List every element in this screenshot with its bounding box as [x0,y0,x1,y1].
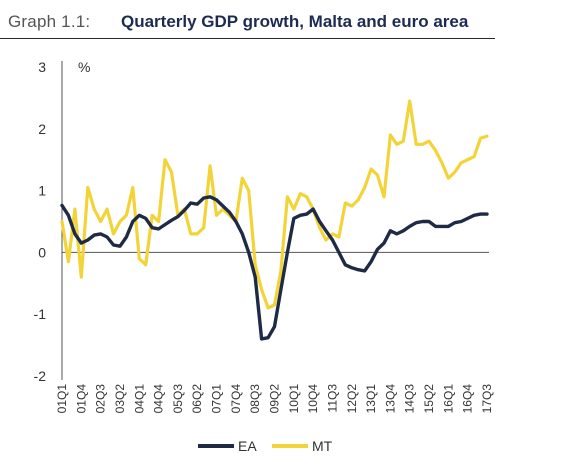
y-tick-label: 2 [38,121,46,137]
x-tick-label: 17Q3 [480,384,494,414]
x-tick-label: 07Q1 [210,384,224,414]
legend: EA MT [198,438,333,454]
x-tick-label: 13Q1 [364,384,378,414]
x-tick-label: 10Q4 [306,384,320,414]
series-line-ea [60,195,489,341]
legend-label-ea: EA [238,438,257,454]
x-tick-label: 02Q3 [94,384,108,414]
chart-header: Graph 1.1: Quarterly GDP growth, Malta a… [0,0,564,40]
x-tick-label: 14Q3 [403,384,417,414]
x-tick-label: 15Q2 [422,384,436,414]
x-tick-label: 13Q4 [383,384,397,414]
y-tick-label: -1 [34,306,47,322]
x-tick-label: 01Q4 [74,384,88,414]
x-tick-label: 07Q4 [229,384,243,414]
gdp-growth-chart: -2 -1 0 1 2 3 01Q1 01Q4 02Q3 03Q2 04Q1 04Q4 05Q3 06Q… [34,59,494,454]
legend-label-mt: MT [312,438,333,454]
x-tick-label: 04Q1 [132,384,146,414]
x-tick-label: 06Q2 [190,384,204,414]
series-layer [60,99,489,341]
x-tick-label: 03Q2 [113,384,127,414]
x-tick-label: 04Q4 [152,384,166,414]
x-tick-label: 11Q3 [325,384,339,413]
x-tick-label: 16Q1 [441,384,455,414]
y-axis-unit-label: % [78,59,90,75]
y-axis: -2 -1 0 1 2 3 [34,59,63,384]
x-tick-label: 08Q3 [248,384,262,414]
y-tick-label: -2 [34,368,47,384]
y-tick-label: 1 [38,183,46,199]
x-tick-label: 12Q2 [345,384,359,414]
graph-number-label: Graph 1.1: [8,12,91,31]
y-tick-label: 3 [38,59,46,75]
x-axis: 01Q1 01Q4 02Q3 03Q2 04Q1 04Q4 05Q3 06Q2 07Q1 07Q4… [55,251,494,414]
x-tick-label: 05Q3 [171,384,185,414]
x-tick-label: 16Q4 [461,384,475,414]
x-tick-label: 09Q2 [268,384,282,414]
series-line-mt [60,99,489,310]
x-tick-label: 01Q1 [55,384,69,414]
y-tick-label: 0 [38,244,46,260]
x-tick-label: 10Q1 [287,384,301,414]
header-divider [0,38,495,39]
chart-title: Quarterly GDP growth, Malta and euro are… [121,12,469,31]
